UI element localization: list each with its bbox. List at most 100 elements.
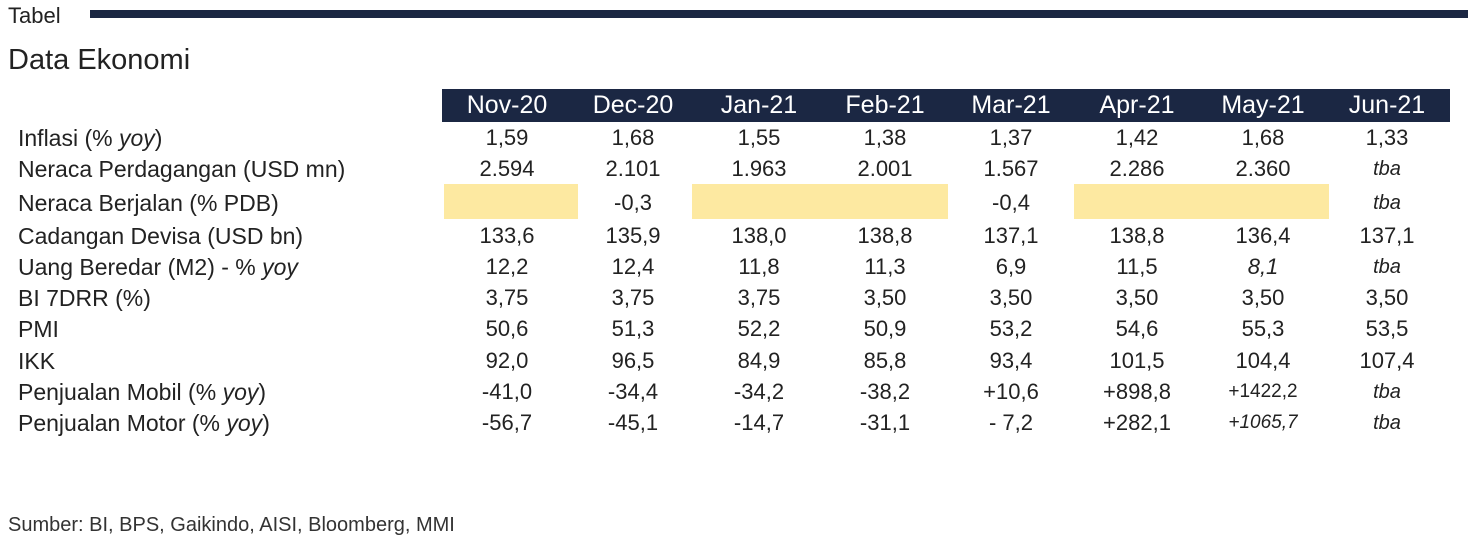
row-label-text: Penjualan Mobil (% — [18, 378, 223, 405]
tag-label: Tabel — [8, 3, 61, 28]
row-label-unit: yoy — [118, 124, 155, 151]
table-cell: 3,75 — [485, 284, 529, 310]
table-cell: 52,2 — [737, 315, 781, 341]
row-label: Uang Beredar (M2) - % yoy — [18, 252, 298, 282]
table-header-bar — [442, 89, 1450, 122]
column-header: Feb-21 — [845, 91, 925, 119]
table-cell: 104,4 — [1235, 347, 1291, 373]
table-cell: -14,7 — [733, 409, 785, 435]
row-label-unit: yoy — [226, 409, 263, 436]
row-label-end: ) — [154, 124, 163, 151]
table-cell: 11,3 — [864, 253, 906, 279]
table-cell: +10,6 — [983, 378, 1039, 404]
table-cell: tba — [1373, 380, 1401, 403]
table-cell: 3,75 — [737, 284, 781, 310]
row-label: IKK — [18, 346, 55, 376]
row-label-text: Neraca Berjalan (% PDB) — [18, 189, 279, 216]
table-cell: -34,4 — [607, 378, 659, 404]
table-cell: 1,33 — [1365, 124, 1409, 150]
table-cell: 53,5 — [1365, 315, 1409, 341]
table-cell: 3,50 — [989, 284, 1033, 310]
table-cell: 2.101 — [605, 155, 661, 181]
row-label-text: BI 7DRR (%) — [18, 284, 151, 311]
table-cell: -56,7 — [481, 409, 533, 435]
table-cell: 12,2 — [485, 253, 529, 279]
row-label: Neraca Perdagangan (USD mn) — [18, 154, 345, 184]
row-label: BI 7DRR (%) — [18, 283, 151, 313]
table-cell: 8,1 — [1247, 253, 1279, 279]
table-cell: 2.286 — [1109, 155, 1165, 181]
table-cell: - 7,2 — [988, 409, 1034, 435]
table-cell: tba — [1373, 157, 1401, 180]
column-header: Jan-21 — [720, 91, 798, 119]
table-cell: 3,50 — [1115, 284, 1159, 310]
table-cell: 11,5 — [1116, 253, 1158, 279]
table-cell: 1,68 — [1241, 124, 1285, 150]
table-cell: 93,4 — [989, 347, 1033, 373]
row-label-text: Cadangan Devisa (USD bn) — [18, 222, 304, 249]
row-label-unit: yoy — [262, 253, 298, 280]
column-header: Dec-20 — [592, 91, 674, 119]
table-cell: 1,55 — [737, 124, 781, 150]
table-cell: 6,9 — [995, 253, 1027, 279]
highlight-cell — [1074, 184, 1329, 219]
row-label-text: Penjualan Motor (% — [18, 409, 227, 436]
table-cell: 12,4 — [611, 253, 655, 279]
highlight-cell — [692, 184, 948, 219]
table-cell: 2.001 — [857, 155, 913, 181]
highlight-cell — [444, 184, 578, 219]
table-cell: -0,4 — [992, 189, 1030, 215]
table-cell: 50,9 — [863, 315, 907, 341]
table-cell: 1,68 — [611, 124, 655, 150]
table-cell: 138,0 — [731, 222, 787, 248]
table-cell: 137,1 — [1359, 222, 1415, 248]
table-cell: 136,4 — [1235, 222, 1291, 248]
table-cell: +282,1 — [1103, 409, 1171, 435]
table-cell: tba — [1373, 411, 1401, 434]
table-cell: 54,6 — [1115, 315, 1159, 341]
row-label: Penjualan Motor (% yoy) — [18, 408, 270, 438]
table-cell: 107,4 — [1359, 347, 1415, 373]
table-cell: 1,37 — [989, 124, 1033, 150]
table-cell: 96,5 — [611, 347, 655, 373]
table-cell: 50,6 — [485, 315, 529, 341]
table-cell: -38,2 — [859, 378, 911, 404]
table-cell: 3,50 — [863, 284, 907, 310]
row-label-text: Inflasi (% — [18, 124, 119, 151]
column-header: Mar-21 — [971, 91, 1051, 119]
row-label: Neraca Berjalan (% PDB) — [18, 188, 279, 218]
table-cell: 55,3 — [1241, 315, 1285, 341]
table-cell: tba — [1373, 255, 1401, 278]
table-cell: 138,8 — [1109, 222, 1165, 248]
row-label: Inflasi (% yoy) — [18, 123, 162, 153]
row-label-text: Uang Beredar (M2) - % — [18, 253, 263, 280]
table-cell: -34,2 — [733, 378, 785, 404]
table-cell: 138,8 — [857, 222, 913, 248]
column-header: May-21 — [1221, 91, 1305, 119]
row-label: PMI — [18, 314, 59, 344]
table-cell: 137,1 — [983, 222, 1039, 248]
column-header: Apr-21 — [1099, 91, 1175, 119]
row-label-unit: yoy — [222, 378, 259, 405]
table-cell: 1,42 — [1115, 124, 1159, 150]
row-label-end: ) — [262, 409, 270, 436]
tag-rule — [90, 10, 1468, 18]
table-cell: 85,8 — [863, 347, 907, 373]
table-cell: 2.360 — [1235, 155, 1291, 181]
table-cell: 1,38 — [863, 124, 907, 150]
page-title: Data Ekonomi — [8, 44, 191, 76]
table-cell: -31,1 — [859, 409, 911, 435]
column-header: Nov-20 — [466, 91, 548, 119]
row-label-end: ) — [258, 378, 267, 405]
table-cell: 84,9 — [737, 347, 781, 373]
table-cell: -0,3 — [614, 189, 652, 215]
table-cell: tba — [1373, 191, 1401, 214]
table-cell: 1.567 — [983, 155, 1039, 181]
table-cell: 2.594 — [479, 155, 535, 181]
row-label-text: IKK — [18, 347, 56, 374]
table-cell: +1422,2 — [1228, 380, 1298, 402]
table-cell: 51,3 — [611, 315, 655, 341]
table-cell: 92,0 — [485, 347, 529, 373]
table-cell: 11,8 — [738, 253, 780, 279]
table-cell: 3,75 — [611, 284, 655, 310]
